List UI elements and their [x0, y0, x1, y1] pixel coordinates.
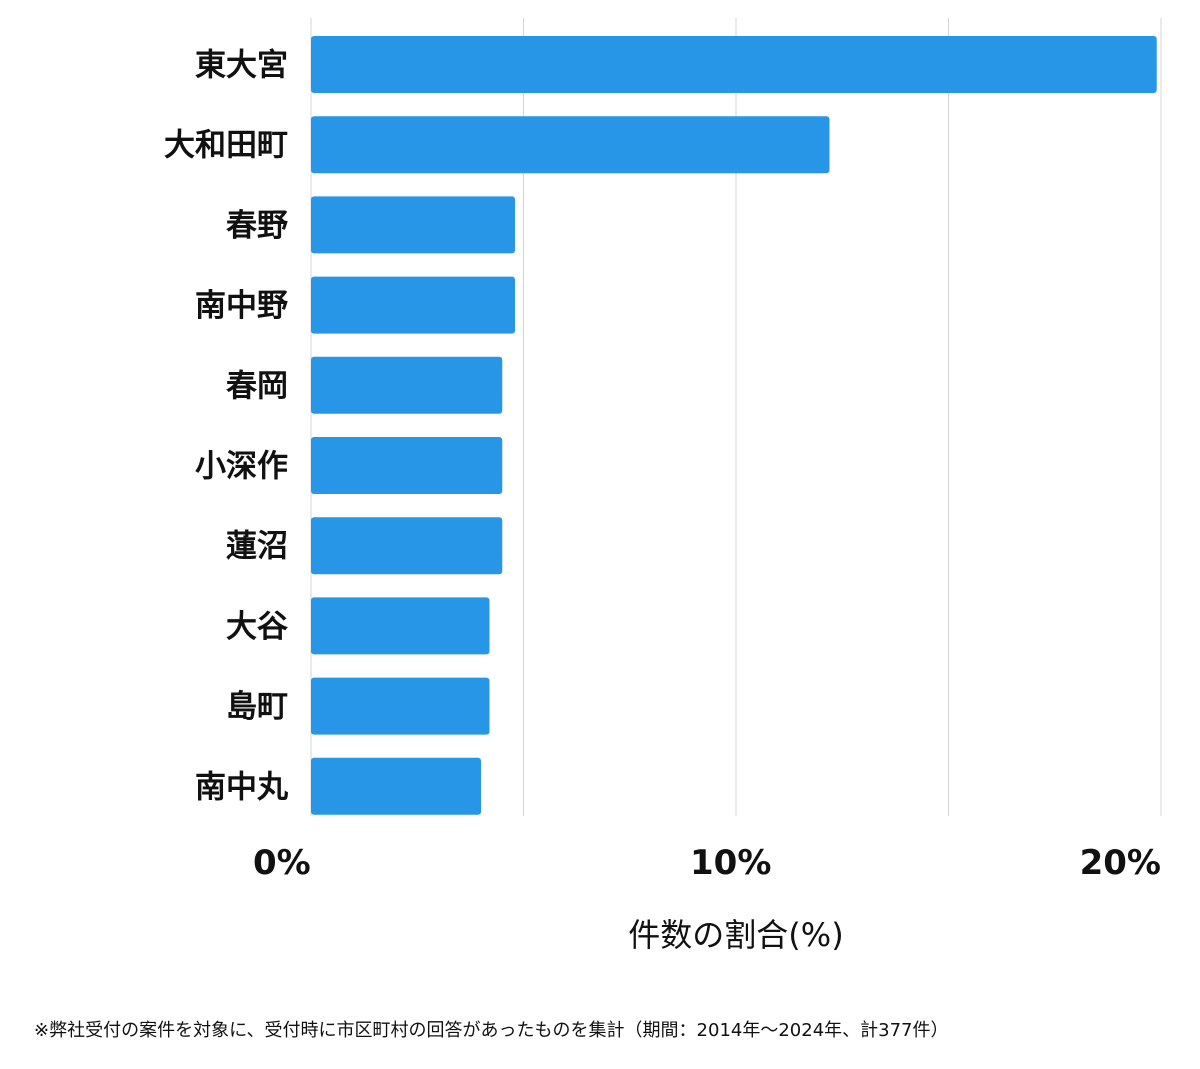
category-label-1: 大和田町	[164, 128, 288, 164]
bar-2	[311, 196, 515, 254]
category-label-6: 蓮沼	[226, 529, 288, 565]
category-label-5: 小深作	[195, 449, 288, 485]
category-label-3: 南中野	[195, 288, 288, 324]
footnote: ※弊社受付の案件を対象に、受付時に市区町村の回答があったものを集計（期間：201…	[34, 1020, 949, 1041]
x-tick-label-0: 0%	[253, 843, 311, 883]
bar-8	[311, 677, 490, 735]
bar-4	[311, 356, 503, 414]
bar-9	[311, 757, 481, 815]
category-label-8: 島町	[226, 689, 288, 725]
x-tick-label-4: 20%	[1080, 843, 1161, 883]
category-label-0: 東大宮	[195, 48, 288, 84]
x-tick-label-2: 10%	[690, 843, 771, 883]
bar-3	[311, 276, 515, 334]
bar-5	[311, 437, 503, 494]
bar-0	[311, 36, 1157, 93]
x-tick-labels: 0% 10% 20%	[253, 843, 1161, 883]
category-label-2: 春野	[226, 208, 288, 244]
bars	[311, 36, 1157, 815]
category-label-4: 春岡	[226, 368, 288, 404]
bar-7	[311, 597, 490, 655]
category-label-7: 大谷	[226, 609, 288, 645]
bar-6	[311, 517, 503, 575]
category-label-9: 南中丸	[195, 769, 288, 805]
x-axis-label: 件数の割合(%)	[628, 916, 843, 954]
bar-1	[311, 116, 830, 174]
